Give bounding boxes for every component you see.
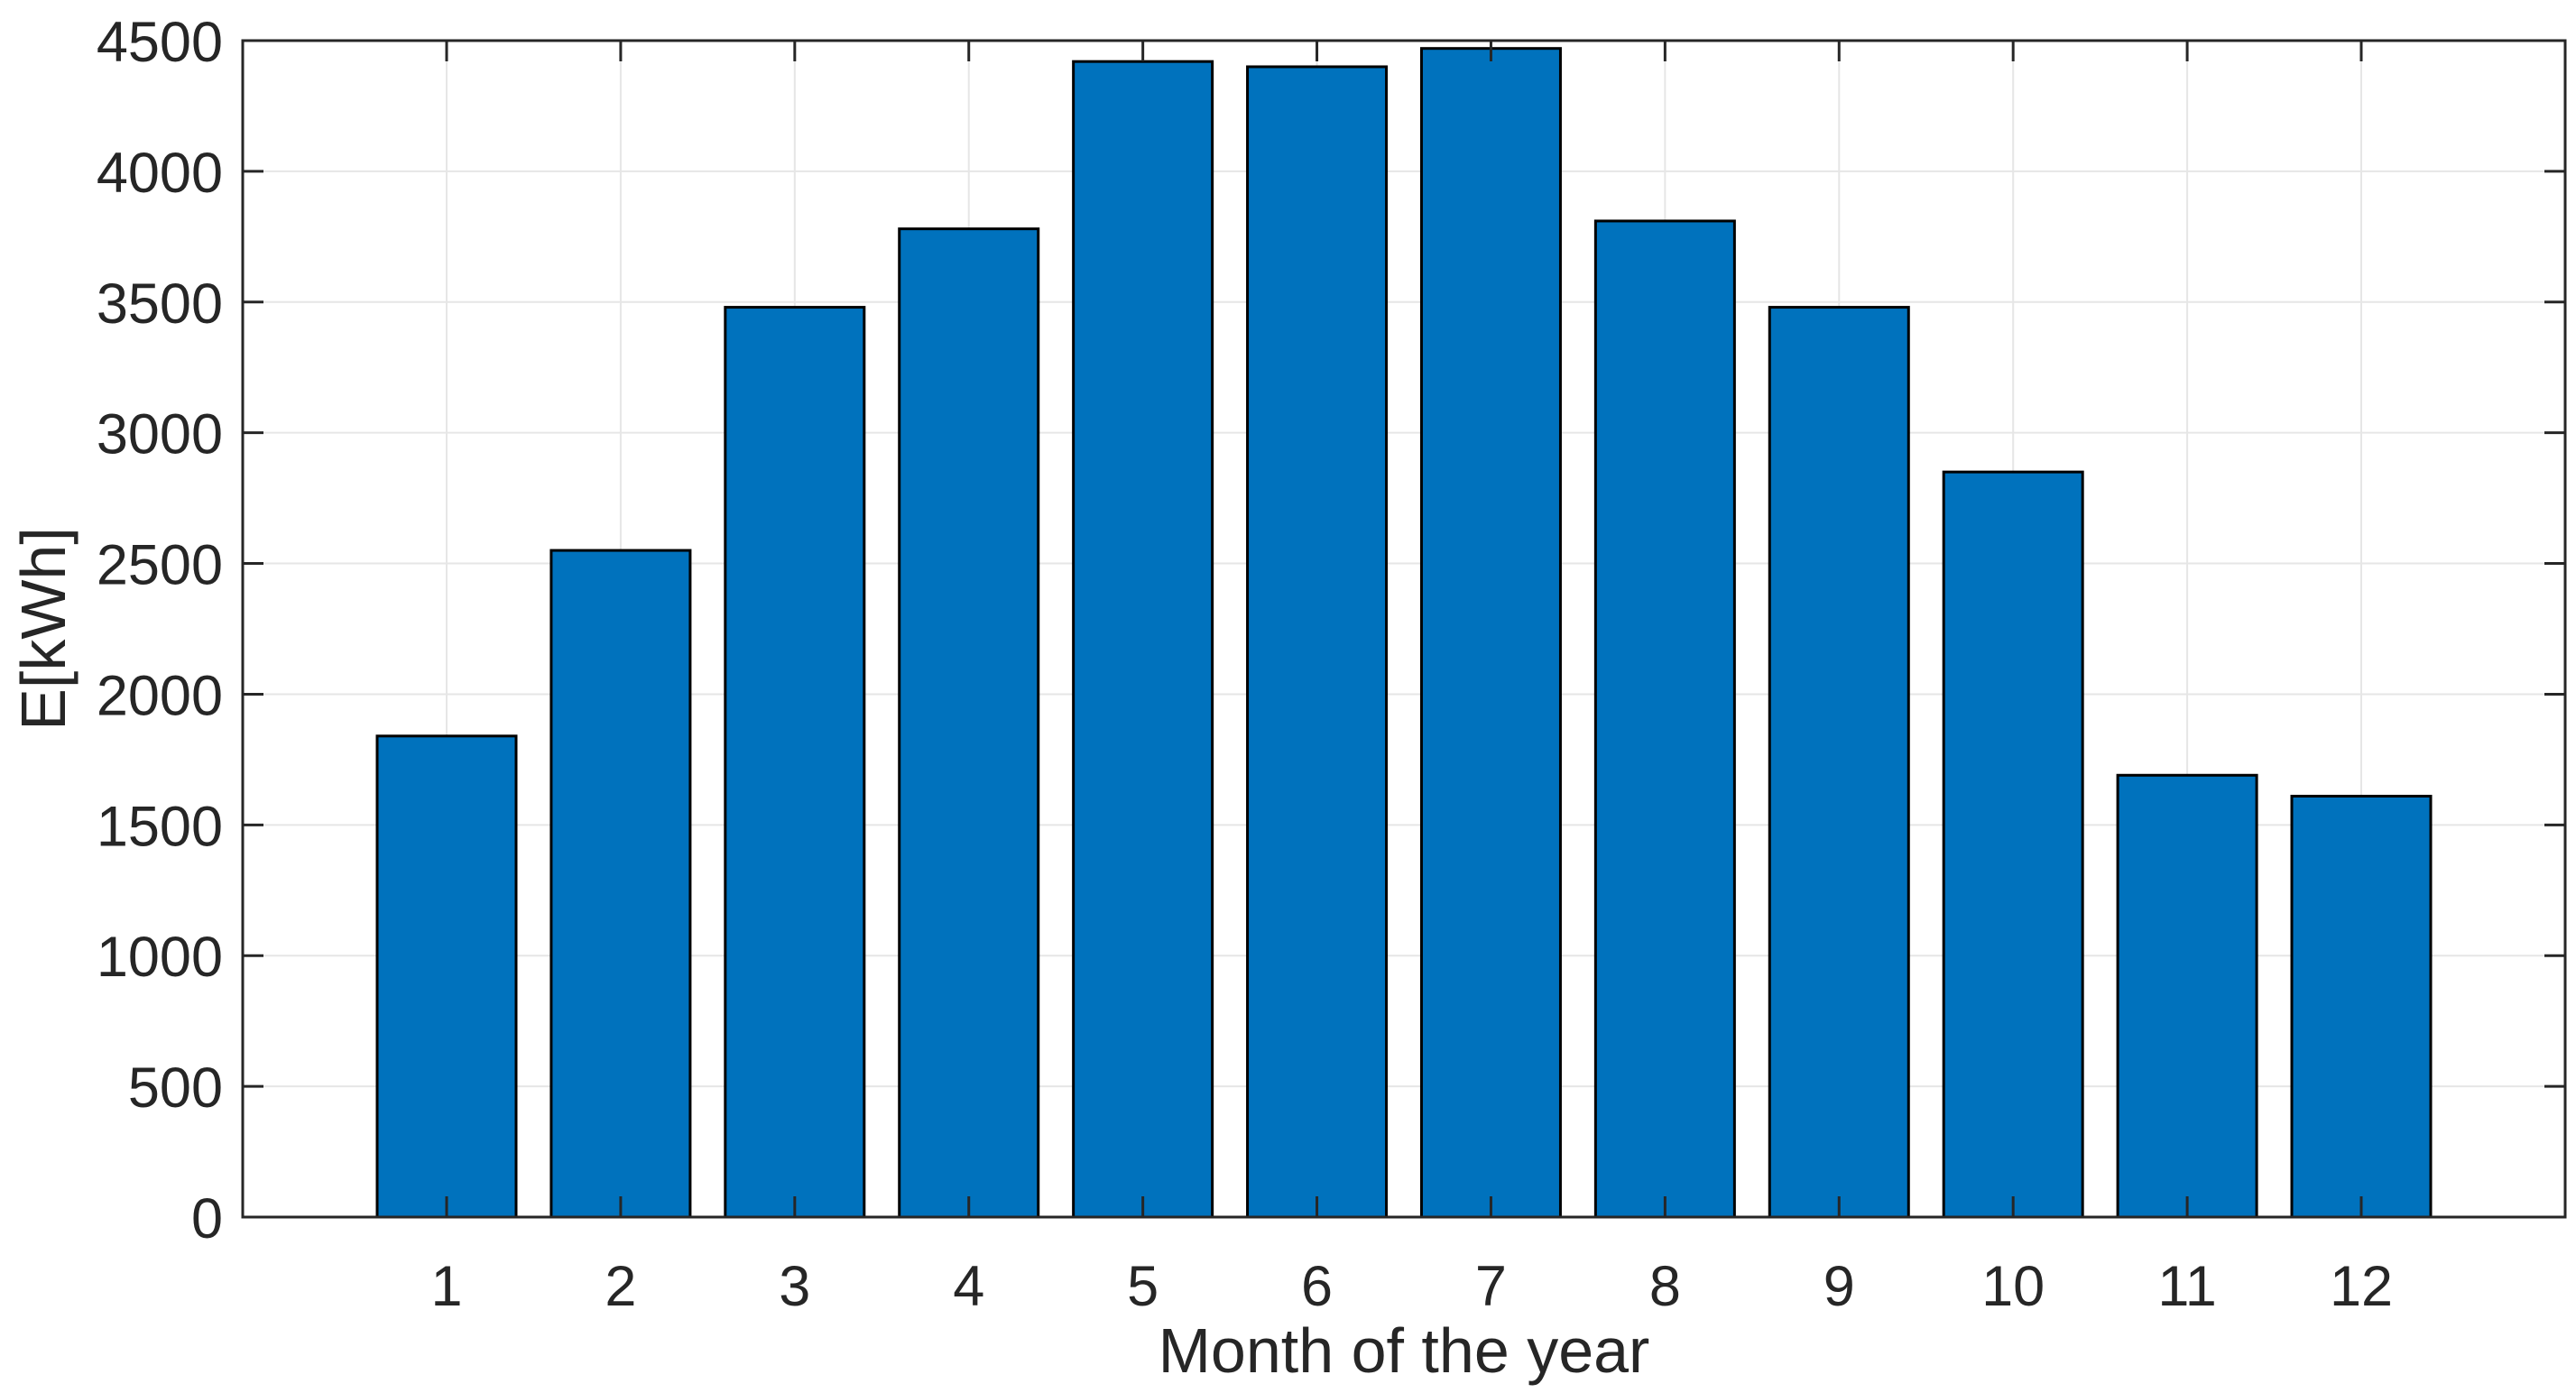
bar xyxy=(549,549,692,1219)
y-tick-label: 3000 xyxy=(97,403,223,466)
bar xyxy=(898,227,1040,1219)
y-tick-label: 1000 xyxy=(97,926,223,989)
x-tick-label: 9 xyxy=(1824,1255,1855,1318)
x-tick-label: 12 xyxy=(2330,1255,2393,1318)
x-tick-label: 4 xyxy=(953,1255,984,1318)
bar xyxy=(2290,794,2433,1219)
bar xyxy=(2116,773,2258,1219)
bar xyxy=(375,734,518,1219)
y-tick-label: 4000 xyxy=(97,142,223,205)
y-tick-label: 4500 xyxy=(97,11,223,74)
x-tick-label: 7 xyxy=(1475,1255,1507,1318)
bar xyxy=(724,306,866,1219)
x-tick-label: 5 xyxy=(1127,1255,1159,1318)
y-axis-label: E[kWh] xyxy=(8,527,78,731)
y-tick-label: 3500 xyxy=(97,272,223,336)
axes-box xyxy=(241,39,2567,1219)
y-tick-label: 2500 xyxy=(97,534,223,597)
bar xyxy=(1072,60,1214,1219)
x-tick-label: 8 xyxy=(1649,1255,1681,1318)
x-tick-label: 3 xyxy=(779,1255,810,1318)
x-tick-label: 2 xyxy=(605,1255,636,1318)
bar xyxy=(1593,219,1736,1219)
y-tick-label: 0 xyxy=(191,1187,223,1250)
x-tick-label: 6 xyxy=(1301,1255,1333,1318)
bar xyxy=(1942,470,2084,1219)
bar xyxy=(1768,306,1910,1219)
bar xyxy=(1419,47,1562,1219)
y-tick-label: 2000 xyxy=(97,664,223,727)
y-tick-label: 500 xyxy=(128,1056,223,1120)
x-axis-label: Month of the year xyxy=(1159,1315,1650,1386)
bars-layer xyxy=(375,47,2433,1219)
x-tick-label: 11 xyxy=(2157,1255,2216,1318)
y-tick-label: 1500 xyxy=(97,795,223,858)
x-tick-label: 1 xyxy=(430,1255,462,1318)
bar xyxy=(1246,65,1389,1219)
axes-layer xyxy=(241,39,2567,1219)
x-tick-label: 10 xyxy=(1981,1255,2045,1318)
